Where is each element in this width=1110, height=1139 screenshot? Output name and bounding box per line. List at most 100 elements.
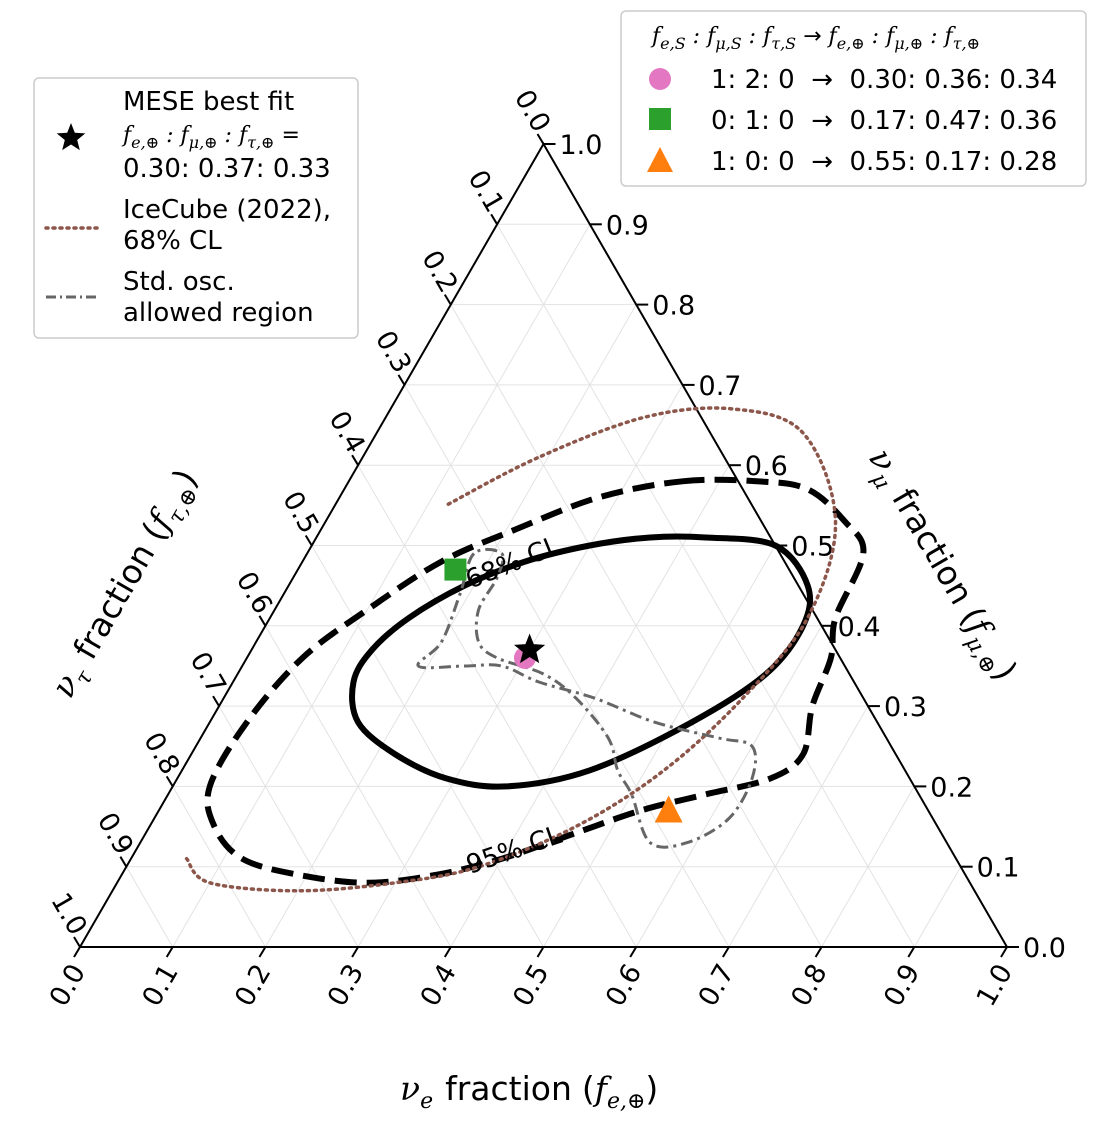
legend-star-icon [56,123,86,151]
cl95-label: 95% CL [463,820,567,881]
legend-right: fe,S : fμ,S : fτ,S → fe,⊕ : fμ,⊕ : fτ,⊕ … [620,10,1087,187]
bottom-tick [165,946,174,958]
bottom-axis-title: νe fraction (fe,⊕) [400,1069,658,1114]
legend-row-1: 1: 2: 0 → 0.30: 0.36: 0.34 [711,65,1057,95]
grid-line [218,705,359,948]
grid-line [264,625,452,948]
grid-line [172,786,266,948]
grid-line [496,224,915,948]
right-tick-label: 0.6 [745,451,788,482]
grid-line [125,866,174,948]
grid-line [728,705,869,948]
grid-line [543,545,776,948]
left-tick [258,615,267,627]
left-tick-label: 0.9 [91,808,139,861]
bottom-tick-label: 0.8 [785,959,833,1012]
left-tick [397,374,406,386]
bottom-tick [258,946,267,958]
left-tick [165,775,174,787]
bottom-tick-label: 0.3 [322,959,370,1012]
left-tick-label: 0.1 [462,165,510,218]
bottom-tick-label: 0.9 [878,959,926,1012]
left-tick [490,213,499,225]
marker-triangle-100 [654,795,683,823]
bottom-tick [907,946,916,958]
left-tick [73,936,81,948]
svg-text:νμfraction(fμ,⊕): νμfraction(fμ,⊕) [856,442,1025,690]
legend-square-icon [649,108,671,130]
legend-right-title: fe,S : fμ,S : fτ,S → fe,⊕ : fμ,⊕ : fτ,⊕ [650,24,980,53]
contour-std-osc-region [416,547,758,849]
bottom-tick [722,946,730,958]
bottom-tick-label: 1.0 [971,959,1019,1012]
left-tick-label: 0.4 [323,406,371,459]
left-tick [536,133,545,145]
right-tick-label: 0.8 [652,291,695,322]
left-tick [212,695,220,707]
left-tick-label: 0.3 [369,326,417,379]
left-tick-label: 0.6 [230,567,278,620]
legend-circle-icon [649,68,671,90]
legend-row-2: 0: 1: 0 → 0.17: 0.47: 0.36 [711,106,1057,136]
left-tick-label: 0.0 [508,85,556,138]
flavor-markers [444,558,683,823]
legend-icecube-label-2: 68% CL [123,226,222,256]
legend-row-3: 1: 0: 0 → 0.55: 0.17: 0.28 [711,147,1057,177]
left-tick [304,534,313,547]
legend-stdosc-label-2: allowed region [123,298,314,328]
left-tick-label: 0.2 [415,245,463,298]
bottom-tick [73,946,81,958]
bottom-tick-label: 0.4 [415,959,463,1012]
right-tick-label: 0.5 [791,532,834,563]
bottom-tick-label: 0.5 [507,959,555,1012]
marker-square-010 [444,558,467,581]
cl68-label: 68% CL [461,531,564,596]
grid-line [311,545,544,948]
contours [184,406,867,893]
right-tick-label: 0.1 [977,853,1020,884]
legend-best-fit-values: 0.30: 0.37: 0.33 [123,154,331,184]
legend-left: MESE best fit fe,⊕ : fμ,⊕ : fτ,⊕ = 0.30:… [33,77,359,339]
legend-triangle-icon [647,147,673,172]
bottom-tick-label: 0.7 [693,959,741,1012]
right-tick-label: 0.9 [606,210,649,241]
left-tick [443,294,452,306]
left-tick [119,856,128,868]
right-tick-label: 1.0 [560,130,603,161]
bottom-tick-label: 0.2 [229,959,277,1012]
contour-icecube-2022 [184,406,838,893]
legend-icecube-label-1: IceCube (2022), [123,195,331,225]
legend-stdosc-label-1: Std. osc. [123,267,235,297]
grid-line [821,786,915,948]
grid-line [913,866,962,948]
right-tick-label: 0.2 [930,772,973,803]
legend-left-box [33,77,359,339]
grid-line [635,625,823,948]
bottom-tick [629,946,638,958]
legend-right-box [620,10,1087,187]
left-tick [351,454,359,466]
left-tick-label: 0.8 [137,727,185,780]
legend-best-fit-label: MESE best fit [123,87,294,117]
right-tick-label: 0.3 [884,692,927,723]
marker-best-fit-star [513,633,546,664]
grid-line [404,384,730,948]
bottom-tick [443,946,452,958]
bottom-tick-label: 0.6 [600,959,648,1012]
bottom-tick-label: 0.1 [136,959,184,1012]
left-tick-label: 0.7 [184,647,232,700]
svg-text:ντfraction(fτ,⊕): ντfraction(fτ,⊕) [43,462,210,707]
right-tick-label: 0.7 [699,371,742,402]
left-axis-title: ντfraction(fτ,⊕) [43,462,210,707]
bottom-tick-label: 0.0 [44,959,92,1012]
grid-lines [125,223,962,948]
bottom-tick [1000,946,1008,958]
right-tick-label: 0.4 [838,612,881,643]
bottom-tick [536,946,545,958]
right-tick-label: 0.0 [1023,933,1066,964]
bottom-tick [351,946,359,958]
left-tick-label: 0.5 [276,486,324,539]
grid-line [172,224,591,948]
left-tick-label: 1.0 [44,888,92,941]
